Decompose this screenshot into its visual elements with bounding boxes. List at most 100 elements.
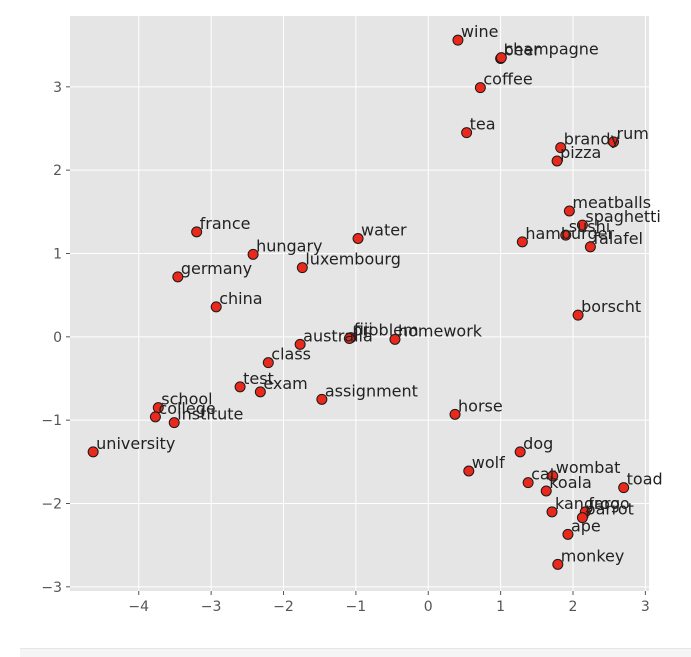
point-label-borscht: borscht: [581, 297, 641, 316]
output-footer-bar: [20, 648, 691, 657]
point-label-hamburger: hamburger: [525, 224, 614, 243]
point-label-homework: homework: [398, 321, 483, 340]
point-label-college: college: [158, 399, 215, 418]
point-label-falafel: falafel: [593, 229, 643, 248]
point-label-hungary: hungary: [256, 236, 322, 255]
x-tick-label: −3: [201, 599, 222, 615]
point-class: [262, 357, 274, 369]
point-label-assignment: assignment: [325, 381, 418, 400]
point-label-brandy: brandy: [564, 130, 620, 149]
point-coffee: [474, 82, 486, 94]
point-champagne: [495, 52, 507, 64]
point-university: [87, 446, 99, 458]
point-monkey: [552, 558, 564, 570]
point-label-frog: frog: [588, 494, 620, 513]
point-label-coffee: coffee: [483, 70, 532, 89]
point-label-champagne: champagne: [504, 40, 598, 59]
point-label-university: university: [96, 434, 175, 453]
point-exam: [254, 386, 266, 398]
point-wine: [452, 34, 464, 46]
point-label-institute: institute: [177, 405, 243, 424]
point-assignment: [316, 393, 328, 405]
point-label-parrot: parrot: [585, 500, 634, 519]
point-australia: [294, 338, 306, 350]
point-label-wolf: wolf: [472, 453, 505, 472]
point-brandy: [555, 142, 567, 154]
point-china: [210, 301, 222, 313]
point-label-class: class: [271, 345, 311, 364]
point-label-china: china: [219, 289, 262, 308]
point-label-sushi: sushi: [569, 217, 610, 236]
point-label-exam: exam: [263, 374, 307, 393]
point-label-water: water: [361, 221, 407, 240]
point-germany: [172, 271, 184, 283]
point-horse: [449, 408, 461, 420]
point-problem: [343, 333, 355, 344]
point-tea: [461, 127, 473, 139]
point-label-school: school: [161, 390, 212, 409]
x-tick-label: 3: [641, 599, 650, 615]
data-points: [87, 34, 630, 570]
point-sushi: [560, 229, 572, 241]
point-label-germany: germany: [181, 259, 252, 278]
point-label-wine: wine: [461, 22, 499, 41]
x-tick-label: 1: [496, 599, 505, 615]
x-tick-label: 2: [569, 599, 578, 615]
point-toad: [618, 482, 630, 494]
point-label-problem: problem: [352, 321, 418, 340]
y-tick-label: 3: [53, 80, 62, 96]
point-luxembourg: [296, 262, 308, 274]
y-tick-label: −1: [41, 413, 62, 429]
point-label-test: test: [243, 369, 274, 388]
point-france: [191, 226, 203, 238]
y-tick-label: −3: [41, 580, 62, 596]
point-label-kangaroo: kangaroo: [555, 494, 630, 513]
point-label-meatballs: meatballs: [572, 193, 651, 212]
point-pizza: [551, 155, 563, 167]
point-label-beer: beer: [504, 41, 541, 60]
point-label-wombat: wombat: [556, 458, 621, 477]
point-falafel: [584, 241, 596, 253]
x-axis-ticks: −4 −3 −2 −1 0 1 2 3: [128, 591, 650, 615]
point-label-monkey: monkey: [561, 546, 625, 565]
point-label-spaghetti: spaghetti: [585, 207, 660, 226]
point-cat: [522, 477, 534, 489]
y-tick-label: 1: [53, 247, 62, 263]
point-kangaroo: [546, 506, 558, 518]
point-rum: [608, 136, 620, 148]
grid-lines: [70, 16, 649, 591]
point-ape: [562, 528, 574, 540]
y-tick-label: 2: [53, 163, 62, 179]
point-label-horse: horse: [458, 396, 503, 415]
point-label-rum: rum: [617, 124, 649, 143]
y-tick-label: 0: [53, 330, 62, 346]
point-label-ape: ape: [571, 516, 601, 535]
point-label-pizza: pizza: [560, 143, 601, 162]
point-spaghetti: [576, 219, 588, 231]
point-hamburger: [516, 236, 528, 248]
x-tick-label: −1: [346, 599, 367, 615]
point-label-toad: toad: [627, 470, 663, 489]
point-label-fiji: fiji: [354, 320, 373, 339]
point-dog: [514, 446, 526, 458]
point-borscht: [572, 309, 584, 321]
plot-background: [70, 16, 649, 591]
x-tick-label: −4: [128, 599, 149, 615]
point-homework: [389, 333, 401, 345]
point-koala: [540, 485, 552, 497]
point-college: [149, 411, 161, 423]
point-wombat: [547, 470, 559, 482]
x-tick-label: 0: [424, 599, 433, 615]
point-label-cat: cat: [531, 465, 556, 484]
point-water: [352, 233, 364, 244]
point-label-luxembourg: luxembourg: [305, 250, 401, 269]
point-label-dog: dog: [523, 434, 553, 453]
point-wolf: [463, 465, 475, 477]
point-test: [234, 381, 246, 393]
point-label-koala: koala: [549, 473, 592, 492]
point-label-france: france: [200, 214, 251, 233]
y-axis-ticks: −3 −2 −1 0 1 2 3: [41, 80, 70, 596]
point-label-tea: tea: [470, 115, 496, 134]
point-label-australia: australia: [303, 326, 373, 345]
